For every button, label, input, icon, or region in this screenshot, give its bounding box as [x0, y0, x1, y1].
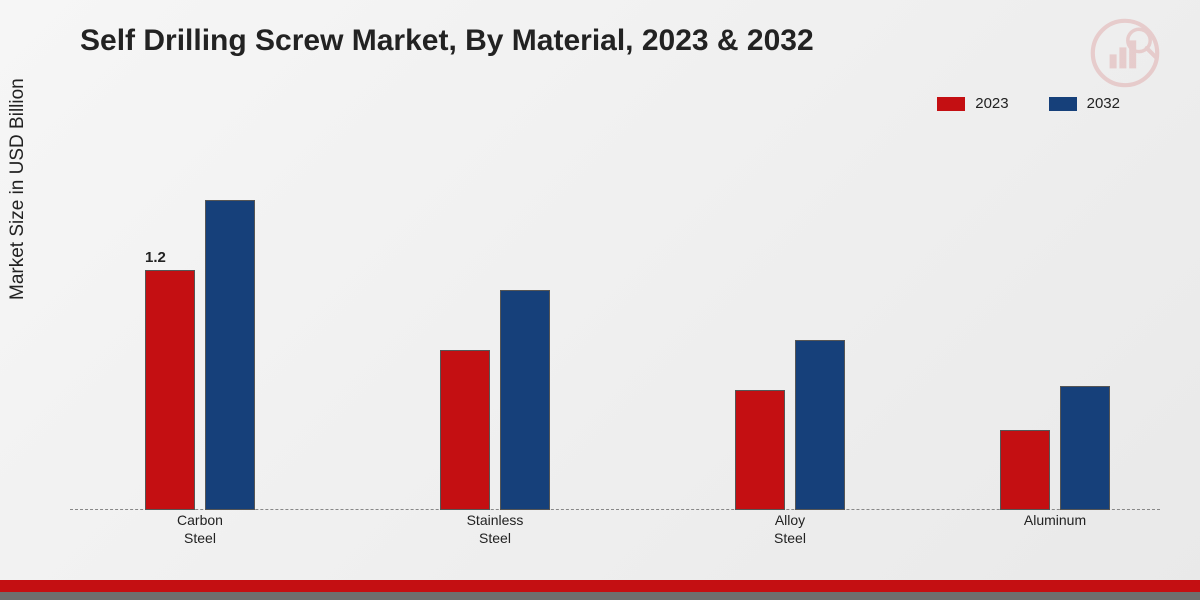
- watermark-logo: [1090, 18, 1160, 88]
- bar: [440, 350, 490, 510]
- bar: [145, 270, 195, 510]
- x-axis-labels: Carbon Steel Stainless Steel Alloy Steel Al…: [70, 512, 1160, 562]
- bar-group: [440, 290, 550, 510]
- bar: [500, 290, 550, 510]
- x-tick-label: Stainless Steel: [467, 512, 524, 547]
- bar: [1000, 430, 1050, 510]
- legend-label-2032: 2032: [1087, 95, 1120, 112]
- legend: 2023 2032: [937, 95, 1120, 112]
- chart-title: Self Drilling Screw Market, By Material,…: [80, 24, 814, 58]
- bar-group: [735, 340, 845, 510]
- x-tick-label: Alloy Steel: [774, 512, 806, 547]
- legend-item-2023: 2023: [937, 95, 1008, 112]
- bar: [205, 200, 255, 510]
- y-axis-label: Market Size in USD Billion: [7, 78, 29, 300]
- bar: [1060, 386, 1110, 510]
- legend-label-2023: 2023: [975, 95, 1008, 112]
- x-tick-label: Carbon Steel: [177, 512, 223, 547]
- legend-swatch-2032: [1049, 97, 1077, 111]
- plot-area: 1.2: [70, 130, 1160, 510]
- legend-swatch-2023: [937, 97, 965, 111]
- bar: [735, 390, 785, 510]
- bar-value-label: 1.2: [145, 249, 166, 266]
- footer-grey: [0, 592, 1200, 600]
- x-tick-label: Aluminum: [1024, 512, 1086, 530]
- footer-stripe: [0, 580, 1200, 600]
- bar: [795, 340, 845, 510]
- legend-item-2032: 2032: [1049, 95, 1120, 112]
- bar-group: [1000, 386, 1110, 510]
- footer-red: [0, 580, 1200, 592]
- chart-container: Self Drilling Screw Market, By Material,…: [0, 0, 1200, 600]
- bar-group: 1.2: [145, 200, 255, 510]
